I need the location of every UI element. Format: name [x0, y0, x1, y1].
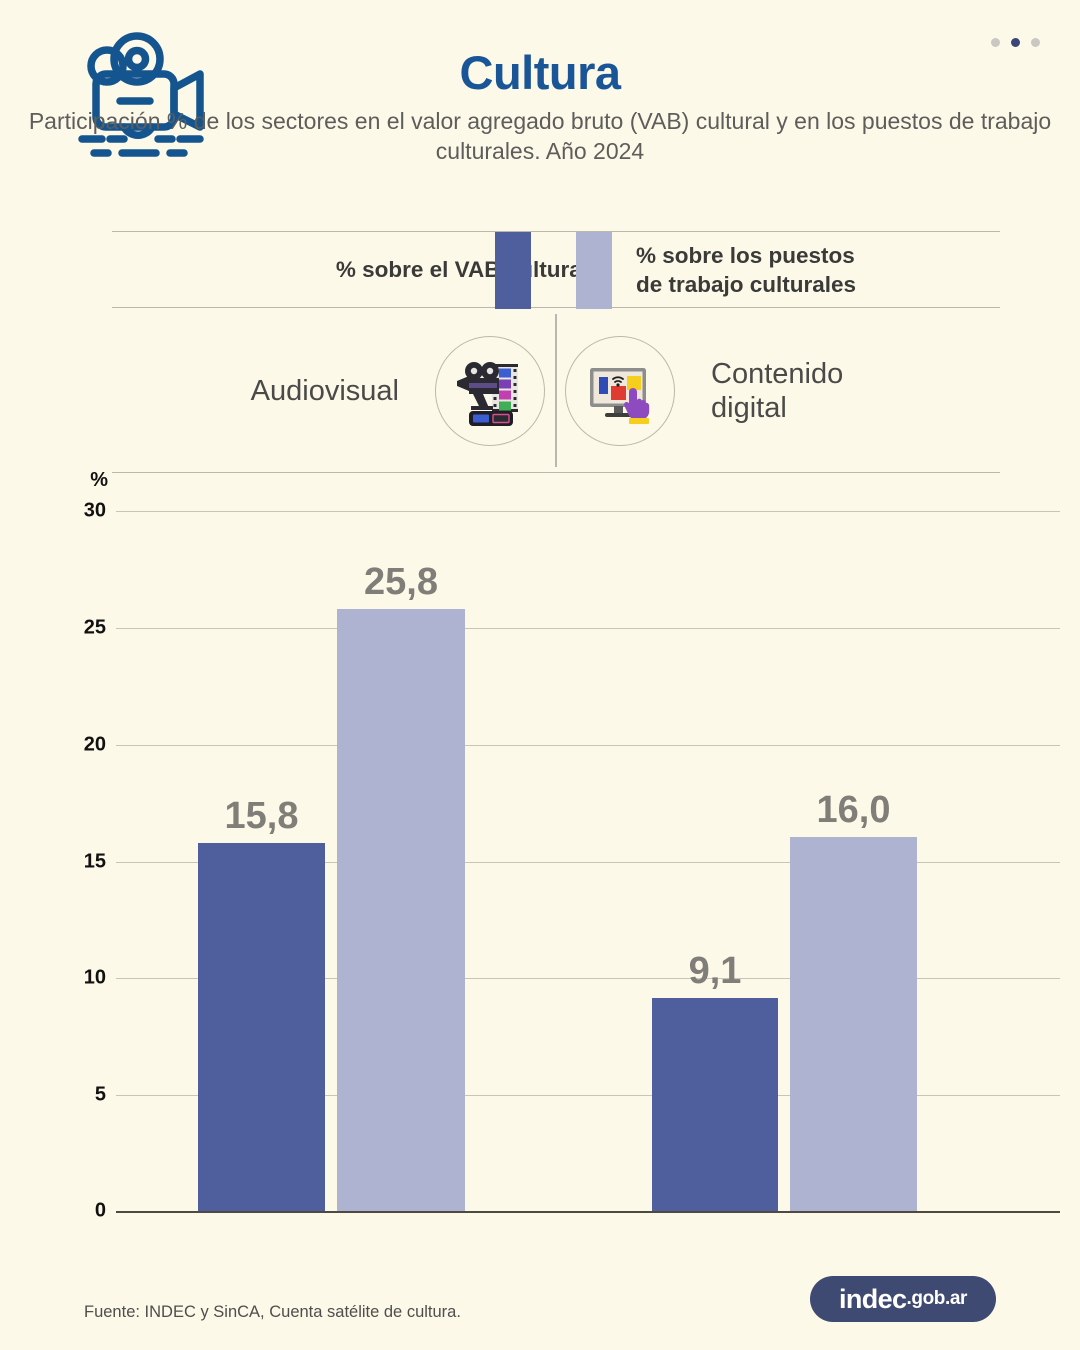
pagination-dots[interactable]	[991, 38, 1040, 47]
page-title: Cultura	[459, 46, 622, 99]
page-subtitle: Participación % de los sectores en el va…	[28, 108, 1052, 164]
bar-value-audiovisual-vab: 15,8	[224, 795, 299, 837]
indec-logo-tld: .gob.ar	[906, 1288, 968, 1309]
bar-value-contenido-digital-puestos: 16,0	[816, 789, 891, 831]
gridline-10	[116, 978, 1060, 979]
y-tick-20: 20	[83, 733, 106, 756]
legend-swatch-vab	[495, 232, 531, 309]
movie-projector-3d-glasses-icon	[435, 335, 545, 446]
gridline-5	[116, 1095, 1060, 1096]
bar-value-audiovisual-puestos: 25,8	[364, 561, 438, 603]
category-label-contenido-digital: Contenido digital	[711, 357, 844, 424]
pagination-dot-1[interactable]	[991, 38, 1000, 47]
y-tick-15: 15	[83, 850, 106, 873]
category-row: Audiovisual	[112, 308, 1000, 473]
monitor-touch-hand-icon	[565, 335, 675, 446]
pagination-dot-2-active[interactable]	[1011, 38, 1020, 47]
y-tick-5: 5	[94, 1083, 106, 1106]
y-tick-10: 10	[83, 966, 106, 989]
bar-value-contenido-digital-vab: 9,1	[688, 950, 742, 992]
indec-logo[interactable]: indec .gob.ar	[810, 1276, 996, 1322]
bar-contenido-digital-puestos[interactable]	[790, 837, 917, 1211]
category-audiovisual: Audiovisual	[112, 308, 555, 473]
y-tick-0: 0	[94, 1199, 106, 1222]
legend-label-vab: % sobre el VAB cultural	[335, 256, 588, 282]
category-divider	[555, 314, 557, 467]
gridline-30	[116, 511, 1060, 512]
bar-audiovisual-puestos[interactable]	[337, 609, 465, 1211]
bar-audiovisual-vab[interactable]	[198, 843, 325, 1211]
legend-label-puestos: % sobre los puestos de trabajo culturale…	[636, 242, 857, 297]
category-label-audiovisual: Audiovisual	[250, 374, 399, 407]
bar-contenido-digital-vab[interactable]	[652, 998, 778, 1211]
gridline-25	[116, 628, 1060, 629]
chart-legend: % sobre el VAB cultural % sobre los pues…	[112, 231, 1000, 309]
category-contenido-digital: Contenido digital	[555, 308, 1000, 473]
source-note: Fuente: INDEC y SinCA, Cuenta satélite d…	[84, 1303, 461, 1321]
film-camera-icon	[76, 26, 216, 170]
header: Cultura Participación % de los sectores …	[0, 0, 1080, 200]
legend-swatch-puestos	[576, 232, 612, 309]
gridline-20	[116, 745, 1060, 746]
indec-logo-mark: indec	[838, 1283, 907, 1314]
axis-baseline	[116, 1211, 1060, 1213]
y-axis-unit-label: %	[90, 469, 108, 491]
gridline-15	[116, 862, 1060, 863]
y-tick-30: 30	[83, 499, 106, 522]
y-tick-25: 25	[83, 616, 106, 639]
pagination-dot-3[interactable]	[1031, 38, 1040, 47]
